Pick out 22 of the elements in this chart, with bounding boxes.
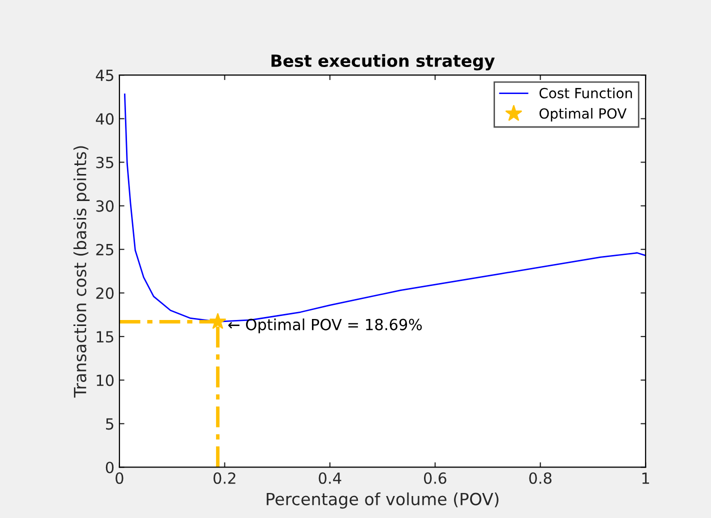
x-tick-label: 0.2 [214,472,236,484]
x-tick-label: 0 [116,472,124,484]
y-tick-label: 30 [96,200,114,212]
annotation: ← Optimal POV = 18.69% [228,318,422,334]
y-axis-title: Transaction cost (basis points) [73,146,90,398]
x-tick-label: 1 [642,472,650,484]
y-tick-label: 10 [96,374,114,386]
x-tick-label: 0.8 [529,472,552,484]
chart-title: Best execution strategy [272,54,495,70]
y-tick-label: 25 [96,244,114,256]
x-tick-label: 0.6 [424,472,446,484]
y-tick-label: 45 [96,70,114,82]
y-tick-label: 35 [96,156,114,168]
y-tick-label: 20 [96,287,114,299]
y-tick-label: 0 [106,462,114,474]
legend-label: Cost Function [540,88,632,98]
y-tick-label: 40 [96,113,114,125]
x-tick-label: 0.4 [318,472,342,484]
y-tick-label: 5 [106,418,114,430]
x-axis-title: Percentage of volume (POV) [266,492,498,509]
y-tick-label: 15 [96,331,114,343]
legend-label: Optimal POV [540,108,627,122]
